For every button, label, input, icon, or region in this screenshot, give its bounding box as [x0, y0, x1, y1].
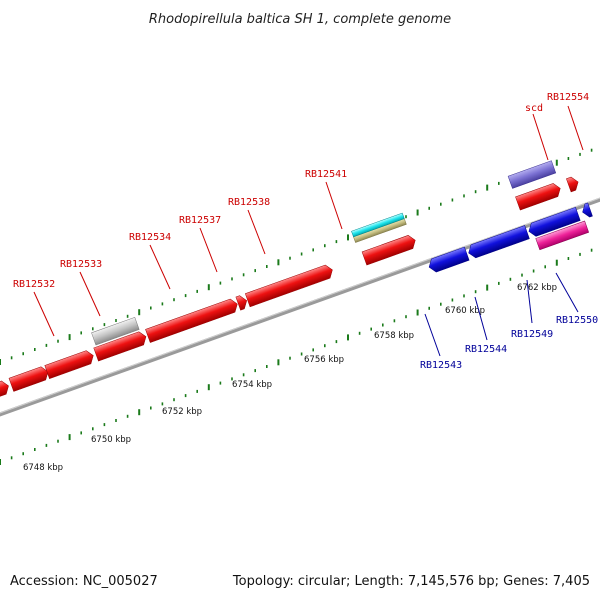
- kbp-label-6754: 6754 kbp: [232, 380, 272, 390]
- forward-misc-features: [91, 160, 557, 346]
- gene-label-rb12534[interactable]: RB12534: [129, 232, 171, 243]
- misc-feature-gray[interactable]: [91, 316, 140, 346]
- cds-rb12533-arrow[interactable]: [93, 330, 149, 362]
- misc-feature-pink[interactable]: [535, 220, 590, 251]
- gene-label-rb12532[interactable]: RB12532: [13, 279, 55, 290]
- map-title: Rhodopirellula baltica SH 1, complete ge…: [149, 12, 451, 27]
- kbp-label-6748: 6748 kbp: [23, 463, 63, 473]
- gene-label-rb12549[interactable]: RB12549: [511, 329, 553, 340]
- forward-strand-features: [0, 175, 580, 405]
- cds-forward-arrow[interactable]: [0, 379, 11, 405]
- cds-rb12532-arrow[interactable]: [44, 349, 96, 379]
- genome-summary-text: Topology: circular; Length: 7,145,576 bp…: [232, 574, 590, 589]
- genome-backbone-highlight: [0, 197, 600, 414]
- cds-rb12534-arrow[interactable]: [145, 297, 240, 343]
- gene-label-rb12554[interactable]: RB12554: [547, 92, 589, 103]
- forward-strand-ticks: [0, 148, 593, 365]
- cds-rb12537-arrow[interactable]: [235, 294, 249, 311]
- kbp-label-6752: 6752 kbp: [162, 407, 202, 417]
- gene-label-rb12533[interactable]: RB12533: [60, 259, 102, 270]
- kbp-label-6760: 6760 kbp: [445, 306, 485, 316]
- kbp-label-6758: 6758 kbp: [374, 331, 414, 341]
- cds-rb12538-arrow[interactable]: [244, 263, 334, 308]
- cds-forward-arrow[interactable]: [8, 365, 50, 392]
- cds-scd-arrow[interactable]: [515, 182, 563, 211]
- cds-rb12543-arrow[interactable]: [466, 225, 530, 259]
- reverse-strand-features: [427, 202, 593, 274]
- cds-rb12554-arrow[interactable]: [566, 175, 580, 193]
- genome-backbone: [0, 197, 600, 417]
- kbp-label-6756: 6756 kbp: [304, 355, 344, 365]
- forward-callout-lines: [33, 105, 584, 337]
- gene-label-rb12543[interactable]: RB12543: [420, 360, 462, 371]
- gene-label-rb12541[interactable]: RB12541: [305, 169, 347, 180]
- gene-label-rb12550[interactable]: RB12550: [556, 315, 598, 326]
- gene-label-rb12538[interactable]: RB12538: [228, 197, 270, 208]
- gene-label-rb12544[interactable]: RB12544: [465, 344, 507, 355]
- kbp-label-6750: 6750 kbp: [91, 435, 131, 445]
- gene-label-scd[interactable]: scd: [525, 103, 543, 114]
- reverse-callout-lines: [424, 272, 579, 357]
- cds-rb12544-arrow[interactable]: [527, 206, 581, 238]
- kbp-label-6762: 6762 kbp: [517, 283, 557, 293]
- cds-reverse-arrow[interactable]: [427, 246, 470, 274]
- accession-text: Accession: NC_005027: [10, 574, 158, 589]
- gene-label-rb12537[interactable]: RB12537: [179, 215, 221, 226]
- cds-rb12550-arrow[interactable]: [580, 202, 593, 219]
- cds-rb12541-arrow[interactable]: [361, 234, 418, 266]
- misc-feature-purple[interactable]: [507, 160, 557, 189]
- misc-feature-cyan[interactable]: [351, 212, 405, 238]
- reverse-strand-ticks: [0, 248, 593, 465]
